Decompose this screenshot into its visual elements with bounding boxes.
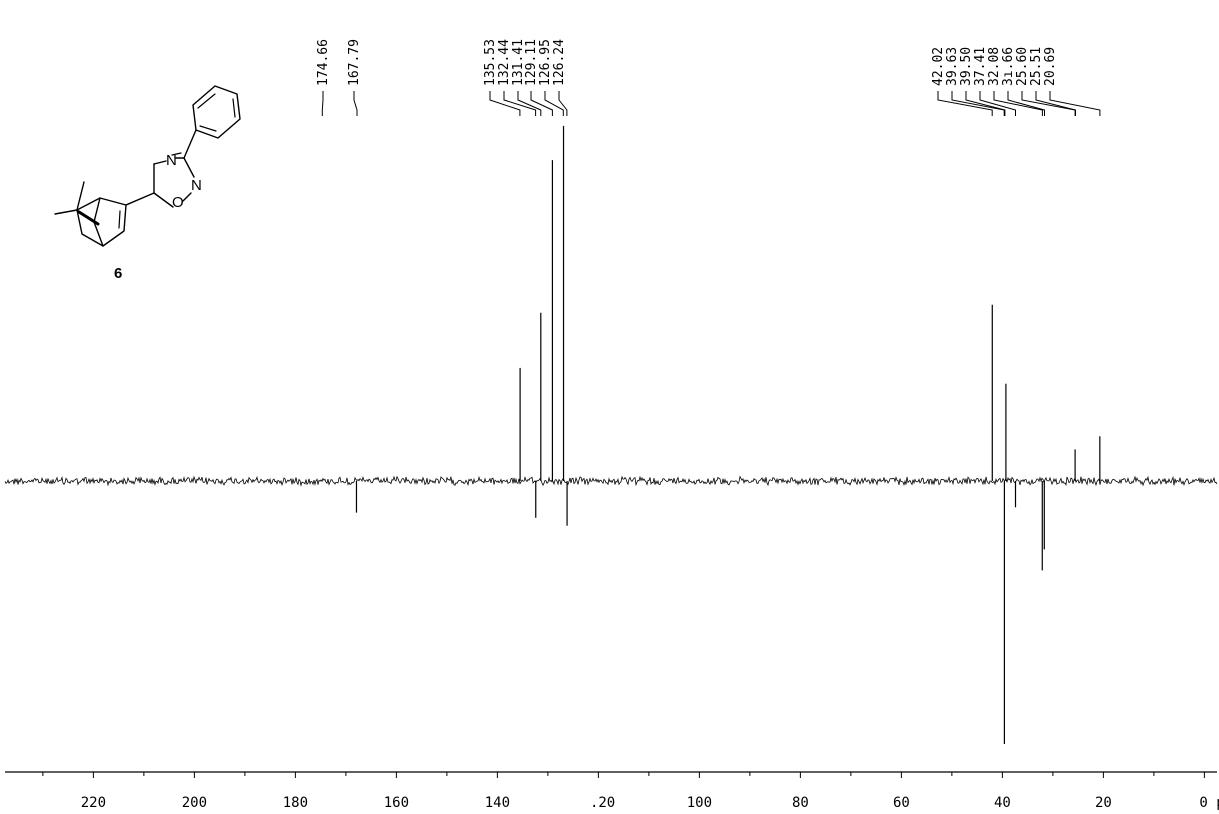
peak-connector-0 xyxy=(322,91,323,116)
x-tick-label-40: 40 xyxy=(994,795,1011,811)
peak-lines xyxy=(356,126,1099,744)
x-tick-label-80: 80 xyxy=(792,795,809,811)
peak-label-13: 3ı.66 xyxy=(1001,47,1016,86)
x-tick-label-220: 220 xyxy=(81,795,106,811)
peak-label-3: 132.44 xyxy=(497,39,512,86)
peak-label-10: 39.50 xyxy=(959,47,974,86)
x-tick-label-180: 180 xyxy=(283,795,308,811)
peak-connector-1 xyxy=(354,91,357,116)
x-tick-label-100: 100 xyxy=(687,795,712,811)
peak-label-connectors xyxy=(322,91,1100,116)
peak-connector-8 xyxy=(938,91,992,116)
x-tick-label-20: 20 xyxy=(1095,795,1112,811)
atom-n1: N xyxy=(166,152,177,169)
compound-number: 6 xyxy=(114,265,122,282)
peak-label-9: 39.63 xyxy=(945,47,960,86)
peak-label-14: 25.60 xyxy=(1015,47,1030,86)
x-axis: 220 200 180 160 140 .20 100 80 60 40 20 0 ppm xyxy=(5,772,1219,811)
molecule-structure xyxy=(55,86,240,246)
peak-label-5: 129.11 xyxy=(524,39,539,86)
x-tick-label-160: 160 xyxy=(384,795,409,811)
peak-label-1: 167.79 xyxy=(347,39,362,86)
atom-n2: N xyxy=(191,177,202,194)
peak-label-16: 20.69 xyxy=(1043,47,1058,86)
peak-label-8: 42.02 xyxy=(931,47,946,86)
atom-o: O xyxy=(172,194,184,211)
peak-label-6: 126.95 xyxy=(538,39,553,86)
peak-connector-5 xyxy=(531,91,552,116)
peak-label-7: 126.24 xyxy=(552,39,567,86)
x-tick-label-0: 0 ppm xyxy=(1199,795,1219,811)
peak-label-2: 135.53 xyxy=(483,39,498,86)
peak-label-15: 25.51 xyxy=(1029,47,1044,86)
peak-connector-12 xyxy=(994,91,1042,116)
x-tick-label-60: 60 xyxy=(893,795,910,811)
peak-label-0: 174.66 xyxy=(316,39,331,86)
spectrum-trace xyxy=(5,477,1217,486)
x-tick-label-200: 200 xyxy=(182,795,207,811)
peak-label-11: 37.41 xyxy=(973,47,988,86)
baseline-noise xyxy=(5,477,1217,486)
peak-connector-6 xyxy=(545,91,563,116)
peak-label-12: 32.08 xyxy=(987,47,1002,86)
x-tick-label-140: 140 xyxy=(485,795,510,811)
x-tick-label-120: .20 xyxy=(582,795,616,811)
